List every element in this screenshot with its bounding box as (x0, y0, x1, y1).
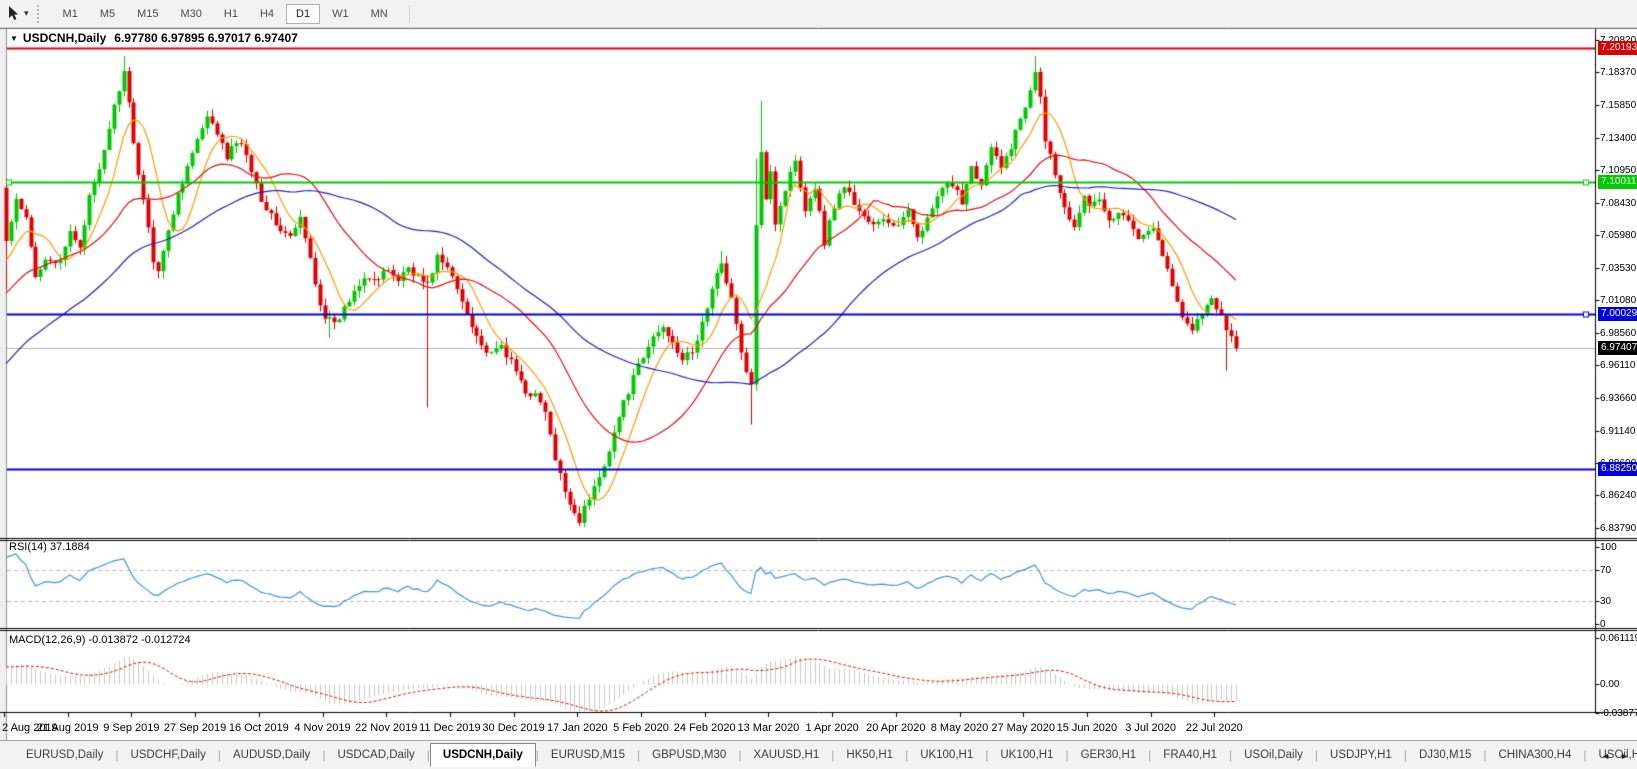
tab-xauusdh1[interactable]: XAUUSD,H1 (753, 749, 820, 761)
timeframe-button-mn[interactable]: MN (370, 7, 388, 20)
tab-hk50h1[interactable]: HK50,H1 (846, 749, 894, 761)
tab-uk100h1[interactable]: UK100,H1 (1000, 749, 1054, 761)
tab-separator: | (831, 748, 835, 762)
toolbar-separator (408, 4, 410, 23)
tab-separator: | (738, 748, 742, 762)
tab-eurusddaily[interactable]: EURUSD,Daily (26, 749, 104, 761)
timeframe-button-m15[interactable]: M15 (137, 7, 159, 20)
chart-canvas[interactable] (0, 28, 1637, 740)
timeframe-button-m5[interactable]: M5 (99, 7, 116, 20)
tab-usoildaily[interactable]: USOil,Daily (1244, 749, 1303, 761)
chart-tabs: EURUSD,Daily | USDCHF,Daily | AUDUSD,Daily | U… (14, 743, 1637, 767)
tab-ger30h1[interactable]: GER30,H1 (1080, 749, 1137, 761)
tab-scroll-controls: ◄ ► (1595, 741, 1635, 769)
tab-separator: | (1228, 748, 1233, 762)
tab-separator: | (322, 748, 326, 762)
tab-usoilh4[interactable]: USOil,H4 (1598, 749, 1637, 761)
tab-usdjpyh1[interactable]: USDJPY,H1 (1330, 749, 1392, 761)
tab-separator: | (1148, 748, 1152, 762)
timeframe-toolbar: ▾ M1 M5 M15 M30 H1 H4 D1 W1 MN (0, 0, 1637, 28)
tab-china300h4[interactable]: CHINA300,H4 (1498, 749, 1572, 761)
timeframe-button-h4[interactable]: H4 (259, 7, 275, 20)
tab-separator: | (637, 748, 641, 762)
tab-separator: | (1065, 748, 1069, 762)
tab-separator: | (1403, 748, 1407, 762)
tab-scroll-left-icon[interactable]: ◄ (1601, 750, 1611, 761)
chart-tab-bar: EURUSD,Daily | USDCHF,Daily | AUDUSD,Daily | U… (0, 740, 1637, 769)
tab-separator: | (985, 748, 989, 762)
timeframe-button-h1[interactable]: H1 (223, 7, 238, 20)
tab-separator: | (1583, 748, 1587, 762)
tab-usdcaddaily[interactable]: USDCAD,Daily (337, 749, 415, 761)
timeframe-button-d1[interactable]: D1 (286, 3, 321, 24)
tab-eurusdm15[interactable]: EURUSD,M15 (550, 749, 626, 761)
tab-gbpusdm30[interactable]: GBPUSD,M30 (652, 749, 727, 761)
tool-dropdown-caret[interactable]: ▾ (24, 8, 29, 18)
timeframe-button-m30[interactable]: M30 (180, 7, 202, 20)
tab-dj30m15[interactable]: DJ30,M15 (1418, 749, 1472, 761)
tab-uk100h1[interactable]: UK100,H1 (920, 749, 974, 761)
tab-separator: | (535, 748, 539, 762)
toolbar-grip-handle[interactable] (36, 4, 44, 23)
timeframe-button-w1[interactable]: W1 (332, 7, 349, 20)
tab-separator: | (1483, 748, 1487, 762)
tab-separator: | (217, 748, 221, 762)
tab-separator: | (1314, 748, 1319, 762)
tab-usdcnhdaily[interactable]: USDCNH,Daily (429, 743, 536, 767)
tab-audusddaily[interactable]: AUDUSD,Daily (232, 749, 311, 761)
tab-separator: | (115, 748, 119, 762)
tab-separator: | (905, 748, 909, 762)
tab-separator: | (426, 748, 430, 762)
timeframe-buttons: M1 M5 M15 M30 H1 H4 D1 W1 MN (52, 3, 399, 24)
tab-fra40h1[interactable]: FRA40,H1 (1163, 749, 1217, 761)
timeframe-button-m1[interactable]: M1 (62, 7, 78, 20)
tab-usdchfdaily[interactable]: USDCHF,Daily (130, 749, 206, 761)
tab-scroll-right-icon[interactable]: ► (1620, 750, 1629, 761)
cursor-tool-icon[interactable] (4, 4, 24, 24)
